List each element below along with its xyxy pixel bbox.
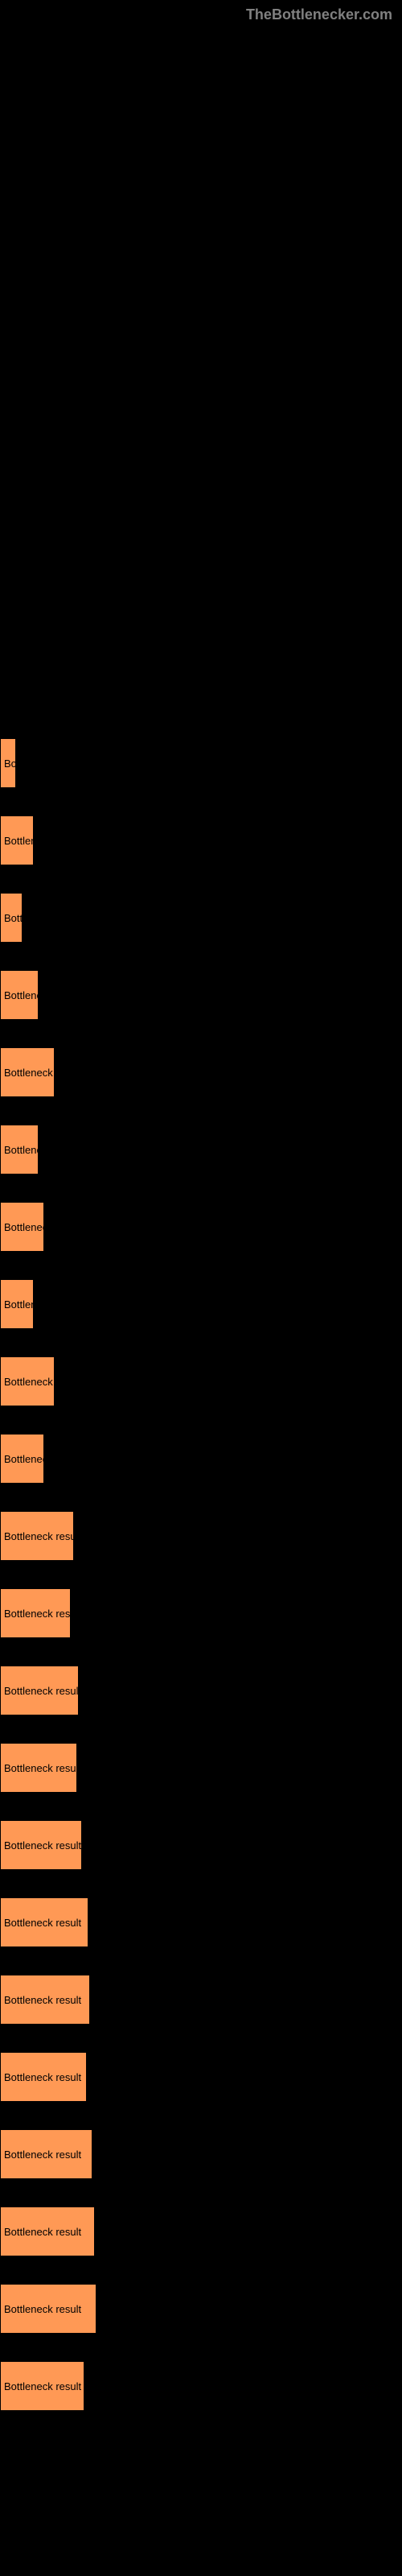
- bar-label: Bottlene: [4, 1298, 43, 1311]
- bar-row: Bottleneck result: [0, 1961, 402, 2038]
- bar-row: Bottleneck result: [0, 1575, 402, 1652]
- bar: Bottl: [0, 893, 23, 943]
- bar-row: Bottleneck re: [0, 1034, 402, 1111]
- bar-row: Bottlenec: [0, 1111, 402, 1188]
- watermark: TheBottlenecker.com: [246, 6, 392, 23]
- bar-label: Bottleneck result: [4, 1530, 81, 1542]
- bar-row: Bottleneck: [0, 1420, 402, 1497]
- bar: Bottleneck result: [0, 1511, 74, 1561]
- bar-row: Bottleneck result: [0, 2116, 402, 2193]
- bar-label: Bottleneck result: [4, 1994, 81, 2006]
- bar-row: Bottleneck re: [0, 1343, 402, 1420]
- bar-label: Bottlenec: [4, 989, 47, 1001]
- bar-row: Bottleneck result: [0, 2347, 402, 2425]
- bar-row: Bottl: [0, 879, 402, 956]
- bar: Bottleneck: [0, 1434, 44, 1484]
- bar-row: Bottleneck result: [0, 2038, 402, 2116]
- bar: Bottlene: [0, 1279, 34, 1329]
- bar-label: Bottleneck result: [4, 1917, 81, 1929]
- bar: Bottlenec: [0, 970, 39, 1020]
- bar-row: Bottleneck result: [0, 2193, 402, 2270]
- bar: Bottleneck result: [0, 1897, 88, 1947]
- bar-row: Bottlene: [0, 1265, 402, 1343]
- bar-label: Bottleneck re: [4, 1376, 65, 1388]
- bar-row: Bo: [0, 724, 402, 802]
- bar-label: Bottlenec: [4, 1144, 47, 1156]
- bar-label: Bottleneck: [4, 1221, 53, 1233]
- bar-row: Bottleneck result: [0, 1806, 402, 1884]
- bar-row: Bottleneck: [0, 1188, 402, 1265]
- bar: Bottleneck result: [0, 1666, 79, 1715]
- bar: Bottleneck re: [0, 1356, 55, 1406]
- bar: Bottleneck result: [0, 1975, 90, 2025]
- bar-row: Bottleneck result: [0, 1497, 402, 1575]
- bar-label: Bottleneck: [4, 1453, 53, 1465]
- bar-label: Bottleneck result: [4, 2149, 81, 2161]
- bar: Bottleneck result: [0, 1588, 71, 1638]
- bar-label: Bottleneck result: [4, 1685, 81, 1697]
- bar-row: Bottlene: [0, 802, 402, 879]
- bar: Bottleneck result: [0, 2052, 87, 2102]
- bar: Bottlenec: [0, 1125, 39, 1174]
- bar-label: Bottleneck result: [4, 1839, 81, 1852]
- bar: Bo: [0, 738, 16, 788]
- bar-label: Bottleneck result: [4, 1762, 81, 1774]
- bar-row: Bottleneck result: [0, 2270, 402, 2347]
- bar-label: Bottleneck result: [4, 1608, 81, 1620]
- bar-label: Bottleneck result: [4, 2303, 81, 2315]
- bar: Bottlene: [0, 815, 34, 865]
- bar-label: Bottleneck result: [4, 2226, 81, 2238]
- bar: Bottleneck: [0, 1202, 44, 1252]
- bar-label: Bottlene: [4, 835, 43, 847]
- bar-label: Bottl: [4, 912, 25, 924]
- bar: Bottleneck result: [0, 2207, 95, 2256]
- bar-row: Bottleneck result: [0, 1884, 402, 1961]
- bar: Bottleneck result: [0, 1743, 77, 1793]
- bar-row: Bottleneck result: [0, 1652, 402, 1729]
- bar: Bottleneck result: [0, 2361, 84, 2411]
- bar: Bottleneck result: [0, 2284, 96, 2334]
- bar-label: Bo: [4, 758, 17, 770]
- bar-label: Bottleneck re: [4, 1067, 65, 1079]
- bar-label: Bottleneck result: [4, 2380, 81, 2392]
- bar: Bottleneck re: [0, 1047, 55, 1097]
- bar-row: Bottlenec: [0, 956, 402, 1034]
- bar-row: Bottleneck result: [0, 1729, 402, 1806]
- bar-label: Bottleneck result: [4, 2071, 81, 2083]
- bar: Bottleneck result: [0, 1820, 82, 1870]
- bottleneck-chart: BoBottleneBottlBottlenecBottleneck reBot…: [0, 724, 402, 2425]
- bar: Bottleneck result: [0, 2129, 92, 2179]
